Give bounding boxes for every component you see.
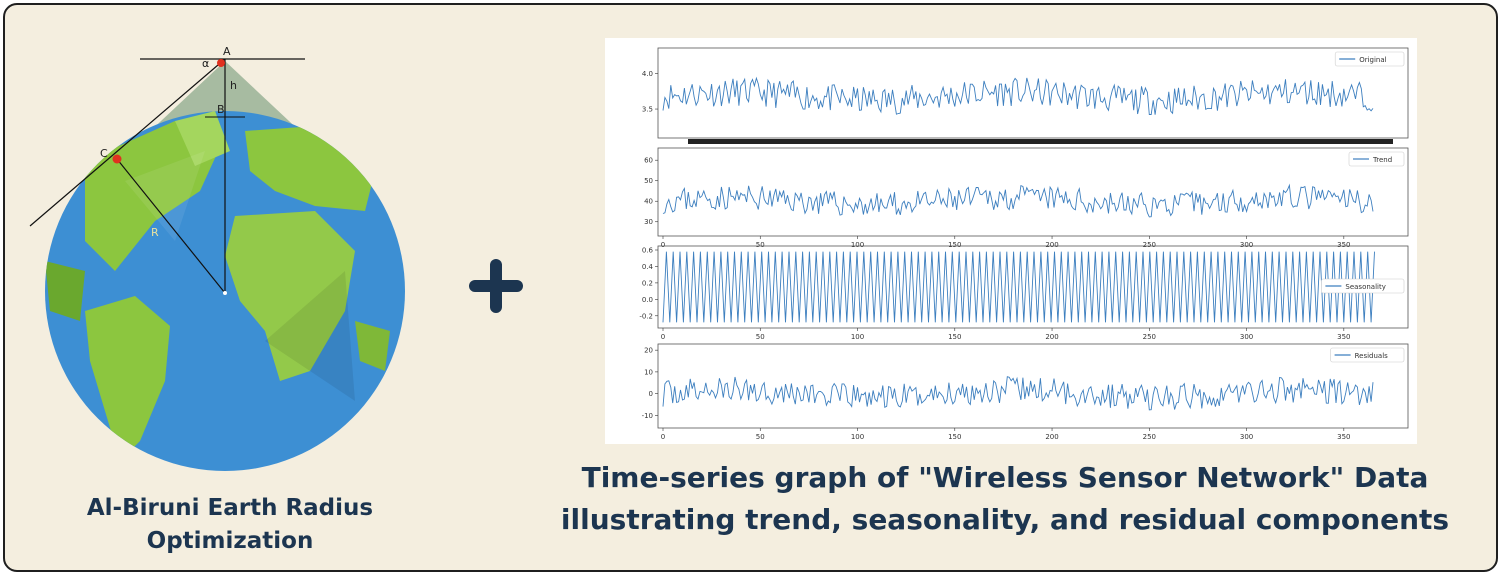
chart-1-ytick-label: 30 [644, 218, 653, 226]
chart-3-xtick-label: 350 [1337, 433, 1350, 441]
chart-0-legend-box [1334, 51, 1405, 67]
chart-3-legend-label: Residuals [1355, 352, 1389, 360]
chart-2-xtick-label: 150 [948, 333, 961, 341]
chart-1-ytick-label: 40 [644, 198, 653, 206]
chart-3-xtick-label: 150 [948, 433, 961, 441]
chart-2-xtick-label: 100 [851, 333, 864, 341]
chart-1-xtick-label: 350 [1337, 241, 1350, 249]
earth-globe-diagram: A B C α h R [29, 45, 405, 471]
chart-2-ytick-label: -0.2 [639, 312, 653, 320]
chart-3-frame [657, 343, 1409, 429]
chart-2-ytick-label: 0.2 [642, 279, 653, 287]
chart-0-series-line [662, 76, 1374, 115]
label-a: A [223, 45, 231, 58]
chart-1-xtick-label: 150 [948, 241, 961, 249]
chart-3-ytick-label: 10 [644, 368, 653, 376]
figure-frame: A B C α h R Al-Biruni Earth Radius Optim… [3, 3, 1498, 572]
chart-1-series-line [662, 183, 1374, 218]
chart-2-xtick-label: 250 [1143, 333, 1156, 341]
center-point [223, 291, 227, 295]
chart-1-ytick-label: 50 [644, 177, 653, 185]
chart-3-ytick-label: 0 [649, 390, 653, 398]
right-caption-line1: Time-series graph of "Wireless Sensor Ne… [581, 461, 1429, 494]
chart-0-ytick-label: 3.5 [642, 106, 653, 114]
label-h: h [230, 79, 237, 92]
chart-3-xtick-label: 300 [1240, 433, 1253, 441]
chart-3-series-line [662, 376, 1374, 411]
label-alpha: α [202, 57, 209, 70]
chart-2-frame [657, 245, 1409, 329]
chart-1-xtick-label: 100 [851, 241, 864, 249]
label-c: C [100, 147, 108, 160]
chart-1-ytick-label: 60 [644, 157, 653, 165]
right-caption-line2: illustrating trend, seasonality, and res… [560, 503, 1450, 536]
chart-2-ytick-label: 0.6 [642, 247, 654, 255]
chart-2-legend-label: Seasonality [1345, 283, 1385, 291]
chart-2-ytick-label: 0.0 [642, 296, 653, 304]
chart-2-xtick-label: 0 [661, 333, 665, 341]
chart-2-xtick-label: 350 [1337, 333, 1350, 341]
chart-3-legend-box [1330, 347, 1405, 363]
chart-2-ytick-label: 0.4 [642, 263, 654, 271]
left-caption-line2: Optimization [146, 528, 314, 554]
chart-1-xtick-label: 200 [1045, 241, 1058, 249]
chart-0-ytick-label: 4.0 [642, 70, 653, 78]
marker-c [112, 154, 122, 164]
chart-0-frame [657, 47, 1409, 139]
chart-0-legend-label: Original [1359, 56, 1386, 64]
chart-3-ytick-label: -10 [642, 412, 653, 420]
chart-0-dense-xticks [688, 139, 1393, 144]
chart-1-frame [657, 147, 1409, 237]
left-caption: Al-Biruni Earth Radius Optimization [45, 492, 415, 558]
chart-2-series-line [662, 251, 1375, 323]
label-b: B [217, 103, 225, 116]
tangent-line [29, 58, 226, 227]
chart-3-xtick-label: 250 [1143, 433, 1156, 441]
left-caption-line1: Al-Biruni Earth Radius [86, 495, 374, 521]
chart-3-xtick-label: 100 [851, 433, 864, 441]
chart-1-xtick-label: 50 [756, 241, 765, 249]
chart-1-xtick-label: 0 [661, 241, 665, 249]
chart-2-legend-box [1321, 278, 1405, 294]
plus-icon [469, 259, 523, 313]
chart-1-xtick-label: 250 [1143, 241, 1156, 249]
chart-2-xtick-label: 50 [756, 333, 765, 341]
chart-1-legend-box [1348, 151, 1405, 167]
chart-2-xtick-label: 300 [1240, 333, 1253, 341]
label-r: R [151, 226, 159, 239]
radius-line [116, 158, 226, 294]
chart-3-xtick-label: 0 [661, 433, 665, 441]
chart-1-xtick-label: 300 [1240, 241, 1253, 249]
chart-3-xtick-label: 50 [756, 433, 765, 441]
marker-a [217, 59, 225, 67]
chart-2-xtick-label: 200 [1045, 333, 1058, 341]
right-caption: Time-series graph of "Wireless Sensor Ne… [520, 457, 1490, 541]
chart-3-xtick-label: 200 [1045, 433, 1058, 441]
chart-1-legend-label: Trend [1372, 156, 1392, 164]
chart-3-ytick-label: 20 [644, 347, 653, 355]
